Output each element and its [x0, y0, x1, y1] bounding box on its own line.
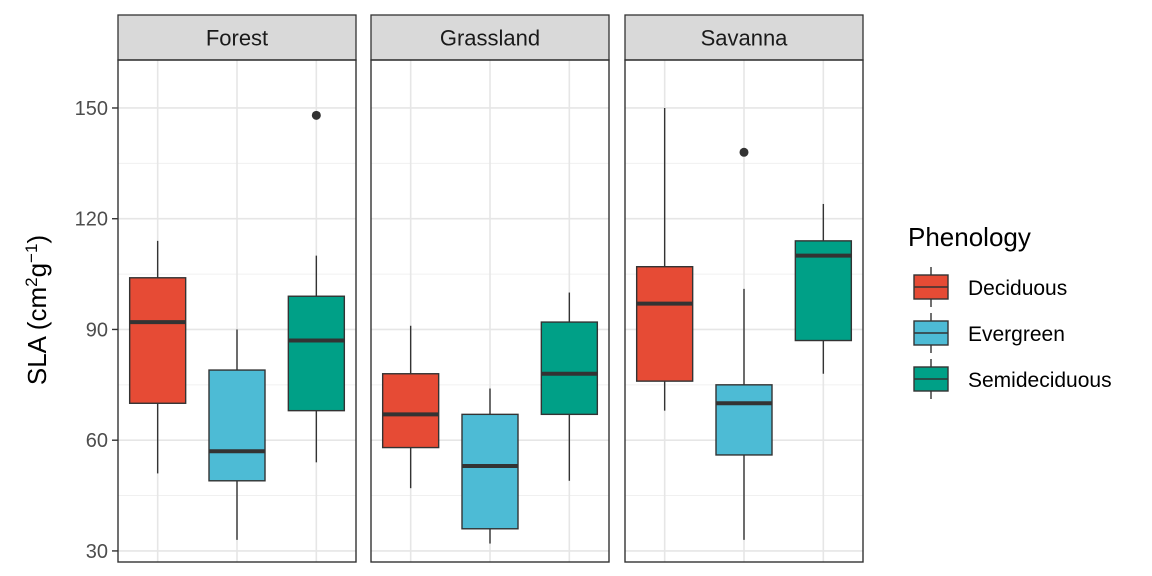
box-iqr [381, 373, 440, 449]
outlier-point [739, 147, 749, 157]
facet-panel-forest: Forest [117, 14, 357, 563]
y-axis-title-mid: g [22, 263, 52, 277]
y-axis-title-sup2: −1 [22, 244, 41, 263]
box-iqr [461, 413, 519, 530]
facet-panels: Forest Grassland Savanna [117, 14, 864, 563]
box-deciduous [128, 240, 187, 474]
box-iqr [208, 369, 266, 482]
panel-border [370, 59, 610, 563]
outlier-point [311, 110, 321, 120]
panel-border [624, 59, 864, 563]
legend-label: Deciduous [968, 277, 1067, 300]
box-semideciduous [540, 292, 599, 481]
y-axis-title-main: SLA (cm [22, 287, 52, 385]
box-iqr [128, 277, 187, 404]
facet-label: Grassland [440, 26, 540, 51]
box-evergreen [715, 147, 773, 540]
legend-item-evergreen: Evergreen [913, 313, 1065, 353]
facet-panel-savanna: Savanna [624, 14, 864, 563]
y-axis-title-end: ) [22, 235, 52, 244]
legend-item-semideciduous: Semideciduous [913, 359, 1112, 399]
box-evergreen [461, 388, 519, 544]
facet-label: Forest [206, 26, 268, 51]
panel-border [117, 59, 357, 563]
box-evergreen [208, 329, 266, 540]
facet-panel-grassland: Grassland [370, 14, 610, 563]
y-tick-label: 60 [86, 430, 108, 452]
y-axis-title-sup1: 2 [22, 277, 41, 286]
box-deciduous [381, 325, 440, 489]
y-tick-label: 90 [86, 319, 108, 341]
facet-strip [370, 14, 610, 61]
box-semideciduous [287, 110, 346, 463]
box-deciduous [635, 107, 694, 411]
facet-label: Savanna [701, 26, 789, 51]
box-iqr [635, 266, 694, 382]
y-tick-label: 120 [75, 209, 108, 231]
box-iqr [715, 384, 773, 456]
box-semideciduous [794, 203, 853, 374]
legend-title: Phenology [908, 222, 1031, 252]
box-iqr [287, 295, 346, 412]
y-axis-title: SLA (cm2g−1) [22, 235, 53, 385]
legend-label: Semideciduous [968, 369, 1112, 392]
facet-strip [624, 14, 864, 61]
legend: Phenology Deciduous Evergreen Semideciduou… [908, 222, 1112, 399]
legend-item-deciduous: Deciduous [913, 267, 1067, 307]
y-axis: 30 60 90 120 150 [75, 98, 118, 563]
y-tick-label: 30 [86, 541, 108, 563]
facet-strip [117, 14, 357, 61]
legend-label: Evergreen [968, 323, 1065, 346]
box-iqr [540, 321, 599, 416]
y-tick-label: 150 [75, 98, 108, 120]
